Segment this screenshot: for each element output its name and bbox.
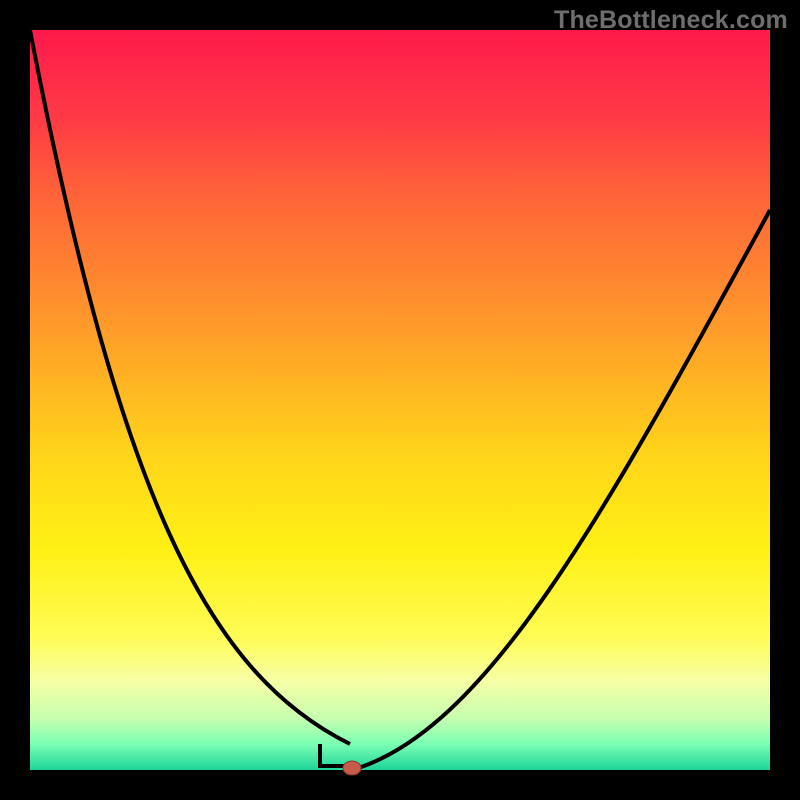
bottleneck-chart bbox=[0, 0, 800, 800]
minimum-marker bbox=[343, 761, 361, 775]
watermark-text: TheBottleneck.com bbox=[554, 6, 788, 35]
chart-canvas: { "chart": { "type": "line", "width": 80… bbox=[0, 0, 800, 800]
plot-background bbox=[30, 30, 770, 770]
